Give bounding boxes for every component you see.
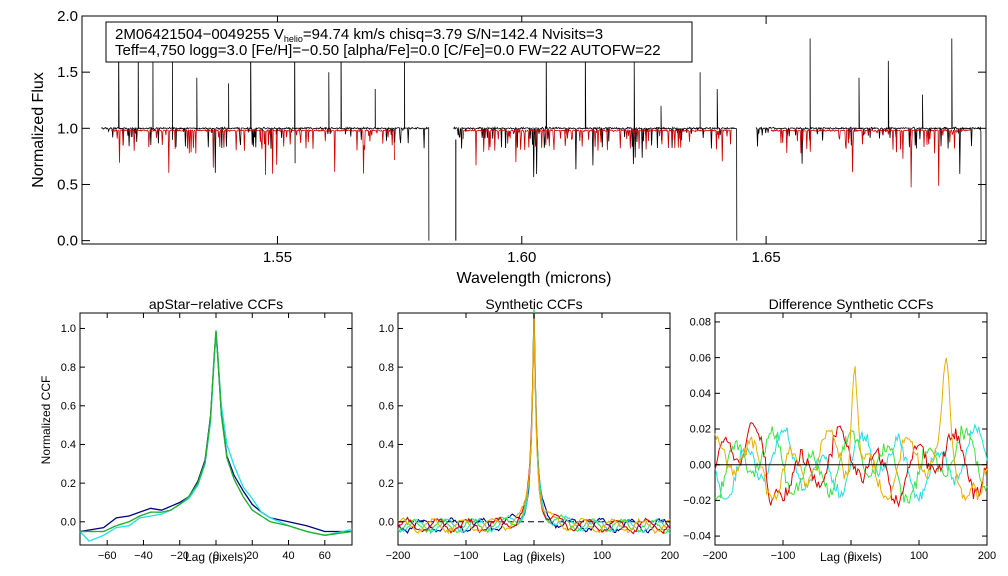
- y-tick-label: 0.00: [690, 459, 711, 471]
- spectrum-xlabel: Wavelength (microns): [456, 270, 611, 287]
- model-spectrum-chip-3: [770, 128, 972, 188]
- spectrum-axes-frame: [81, 15, 987, 245]
- y-tick-label: 0.8: [379, 362, 394, 374]
- y-tick-label: 0.4: [379, 439, 394, 451]
- ccf1-series-visit-2: [79, 334, 353, 542]
- x-tick-label: 40: [282, 550, 294, 562]
- ccf1-title: apStar−relative CCFs: [149, 296, 283, 312]
- spectrum-panel: 1.55 1.60 1.65 0.0 0.5 1.0 1.5 2.0 2M06421504−0…: [30, 8, 987, 287]
- y-tick-label: −0.02: [683, 495, 711, 507]
- y-tick-label: 1.0: [61, 323, 76, 335]
- x-tick-label: 60: [319, 550, 331, 562]
- ccf2-title: Synthetic CCFs: [485, 296, 582, 312]
- ccf1-axes-frame: [79, 312, 353, 546]
- ccf3-title: Difference Synthetic CCFs: [769, 296, 934, 312]
- model-spectrum-chip-2: [462, 128, 732, 166]
- y-tick-label: 0.2: [379, 478, 394, 490]
- y-tick-label: 1.0: [57, 120, 78, 137]
- y-tick-label: −0.04: [683, 531, 711, 543]
- spectrum-title-line2: Teff=4,750 logg=3.0 [Fe/H]=−0.50 [alpha/…: [115, 42, 661, 59]
- y-tick-label: 0.0: [57, 233, 78, 250]
- y-tick-label: 0.8: [61, 362, 76, 374]
- x-tick-label: −60: [98, 550, 117, 562]
- ccf-synthetic-panel: −200 −100 0 100 200 0.0 0.2 0.4 0.6 0.8 1.0 Synthe…: [379, 296, 679, 564]
- x-tick-label: −20: [170, 550, 189, 562]
- x-tick-label: −100: [771, 550, 796, 562]
- x-tick-label: 0: [213, 550, 219, 562]
- ccf2-series-visit-5: [397, 318, 671, 535]
- x-tick-label: 100: [910, 550, 928, 562]
- ccf3-xlabel: Lag (pixels): [820, 550, 882, 564]
- y-tick-label: 0.08: [690, 317, 711, 329]
- ccf1-ylabel: Normalized CCF: [39, 376, 53, 465]
- spectrum-title-line1: 2M06421504−0049255 Vhelio=94.74 km/s chi…: [115, 26, 603, 44]
- y-tick-label: 1.0: [379, 323, 394, 335]
- ccf1-template-dashed: [80, 330, 353, 536]
- observed-spectrum-chip-1: [101, 21, 430, 241]
- spectrum-ylabel: Normalized Flux: [30, 72, 47, 188]
- ccf3-series-visit-3: [714, 422, 988, 508]
- ccf-difference-panel: −200 −100 0 100 200 −0.04 −0.02 0.00 0.02 0.04 0.0…: [683, 296, 996, 564]
- y-tick-label: 0.6: [61, 400, 76, 412]
- observed-spectrum-chip-3: [755, 38, 982, 241]
- x-tick-label: 100: [593, 550, 611, 562]
- x-tick-label: −40: [134, 550, 153, 562]
- ccf2-series-visit-3: [397, 308, 671, 534]
- x-tick-label: −200: [386, 550, 411, 562]
- ccf3-series-visit-4: [714, 357, 988, 502]
- model-spectrum-chip-1: [111, 128, 395, 175]
- spectrum-info-box: [105, 21, 693, 63]
- ccf1-series-visit-1: [79, 332, 352, 533]
- x-tick-label: 0: [848, 550, 854, 562]
- y-tick-label: 1.5: [57, 64, 78, 81]
- x-tick-label: −100: [454, 550, 479, 562]
- y-tick-label: 0.04: [690, 388, 711, 400]
- y-tick-label: 0.2: [61, 478, 76, 490]
- ccf-apstar-panel: −60 −40 −20 0 20 40 60 0.0 0.2 0.4 0.6 0.8 1.0 apSta…: [39, 296, 353, 564]
- x-tick-label: 1.55: [263, 249, 292, 266]
- y-tick-label: 0.4: [61, 439, 76, 451]
- x-tick-label: 0: [531, 550, 537, 562]
- y-tick-label: 2.0: [57, 8, 78, 25]
- x-tick-label: 200: [978, 550, 996, 562]
- y-tick-label: 0.0: [61, 516, 76, 528]
- x-tick-label: 1.65: [752, 249, 781, 266]
- ccf1-series-visit-3: [80, 330, 353, 536]
- y-tick-label: 0.0: [379, 516, 394, 528]
- ccf3-series-visit-1: [714, 422, 988, 503]
- y-tick-label: 0.02: [690, 424, 711, 436]
- y-tick-label: 0.5: [57, 176, 78, 193]
- y-tick-label: 0.06: [690, 352, 711, 364]
- x-tick-label: 20: [246, 550, 258, 562]
- x-tick-label: 1.60: [507, 249, 536, 266]
- x-tick-label: −200: [703, 550, 728, 562]
- y-tick-label: 0.6: [379, 400, 394, 412]
- ccf1-xlabel: Lag (pixels): [185, 550, 247, 564]
- x-tick-label: 200: [661, 550, 679, 562]
- observed-spectrum-chip-2: [452, 38, 738, 241]
- ccf2-xlabel: Lag (pixels): [503, 550, 565, 564]
